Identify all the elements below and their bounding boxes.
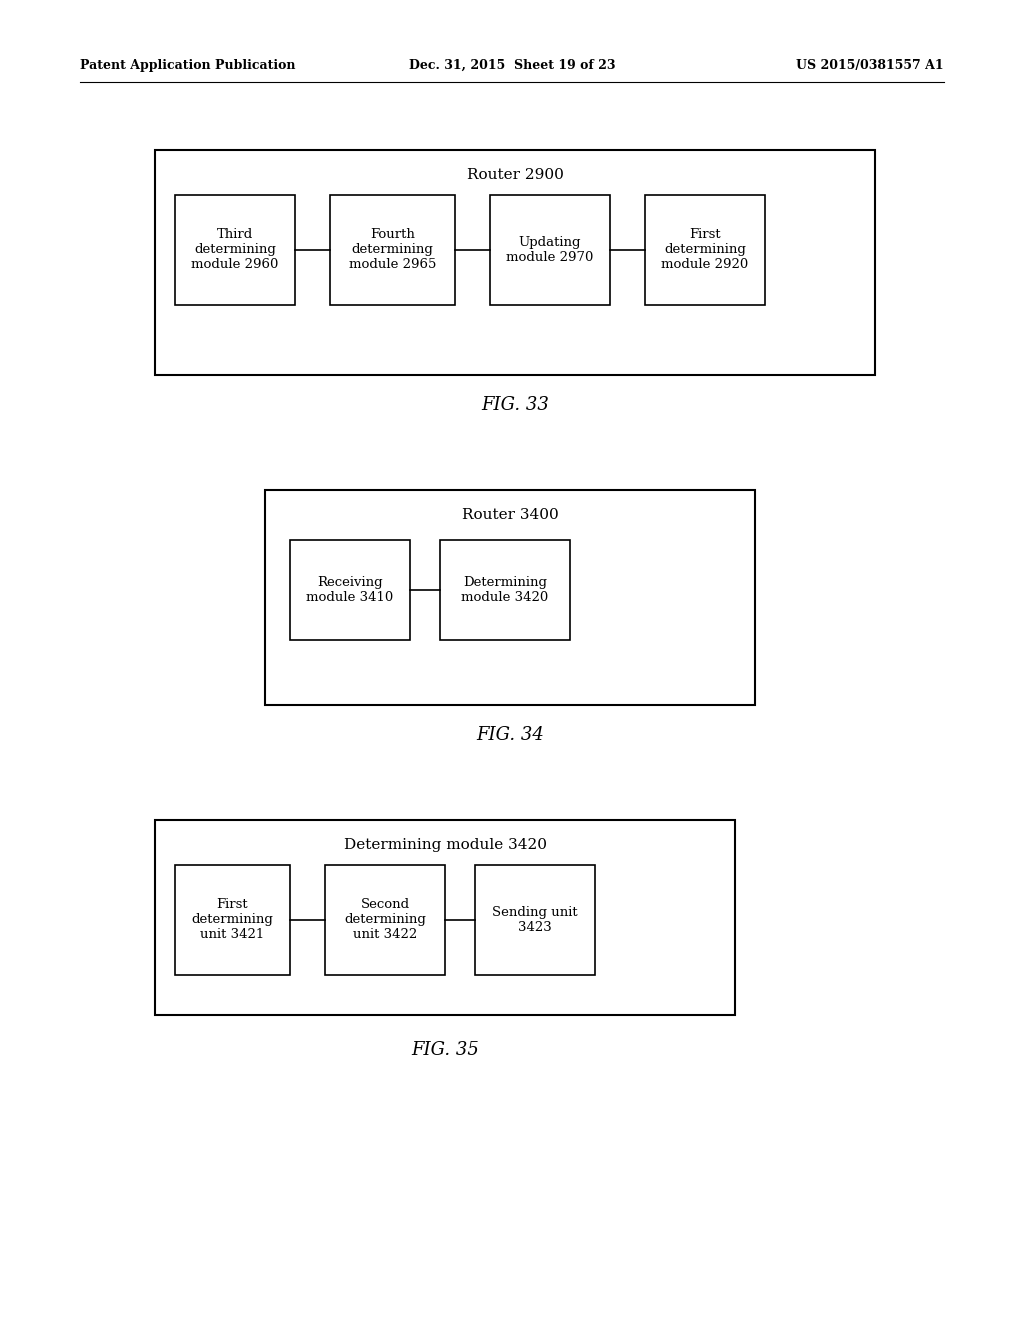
Text: Updating
module 2970: Updating module 2970 <box>506 236 594 264</box>
Text: FIG. 33: FIG. 33 <box>481 396 549 414</box>
Bar <box>290 540 410 640</box>
Bar <box>440 540 570 640</box>
Bar <box>475 865 595 975</box>
Text: Receiving
module 3410: Receiving module 3410 <box>306 576 393 605</box>
Text: FIG. 34: FIG. 34 <box>476 726 544 744</box>
Bar <box>490 195 610 305</box>
Text: Sending unit
3423: Sending unit 3423 <box>493 906 578 935</box>
Text: First
determining
module 2920: First determining module 2920 <box>662 228 749 272</box>
Bar <box>325 865 445 975</box>
Bar <box>175 865 290 975</box>
Text: Router 2900: Router 2900 <box>467 168 563 182</box>
Text: Router 3400: Router 3400 <box>462 508 558 521</box>
Text: Determining module 3420: Determining module 3420 <box>343 838 547 851</box>
Text: Patent Application Publication: Patent Application Publication <box>80 58 296 71</box>
Text: Fourth
determining
module 2965: Fourth determining module 2965 <box>349 228 436 272</box>
Bar <box>155 150 874 375</box>
Text: Third
determining
module 2960: Third determining module 2960 <box>191 228 279 272</box>
Bar <box>330 195 455 305</box>
Text: FIG. 35: FIG. 35 <box>411 1041 479 1059</box>
Bar <box>645 195 765 305</box>
Bar <box>155 820 735 1015</box>
Text: First
determining
unit 3421: First determining unit 3421 <box>191 899 273 941</box>
Text: US 2015/0381557 A1: US 2015/0381557 A1 <box>797 58 944 71</box>
Bar <box>175 195 295 305</box>
Text: Dec. 31, 2015  Sheet 19 of 23: Dec. 31, 2015 Sheet 19 of 23 <box>409 58 615 71</box>
Text: Determining
module 3420: Determining module 3420 <box>462 576 549 605</box>
Bar <box>265 490 755 705</box>
Text: Second
determining
unit 3422: Second determining unit 3422 <box>344 899 426 941</box>
